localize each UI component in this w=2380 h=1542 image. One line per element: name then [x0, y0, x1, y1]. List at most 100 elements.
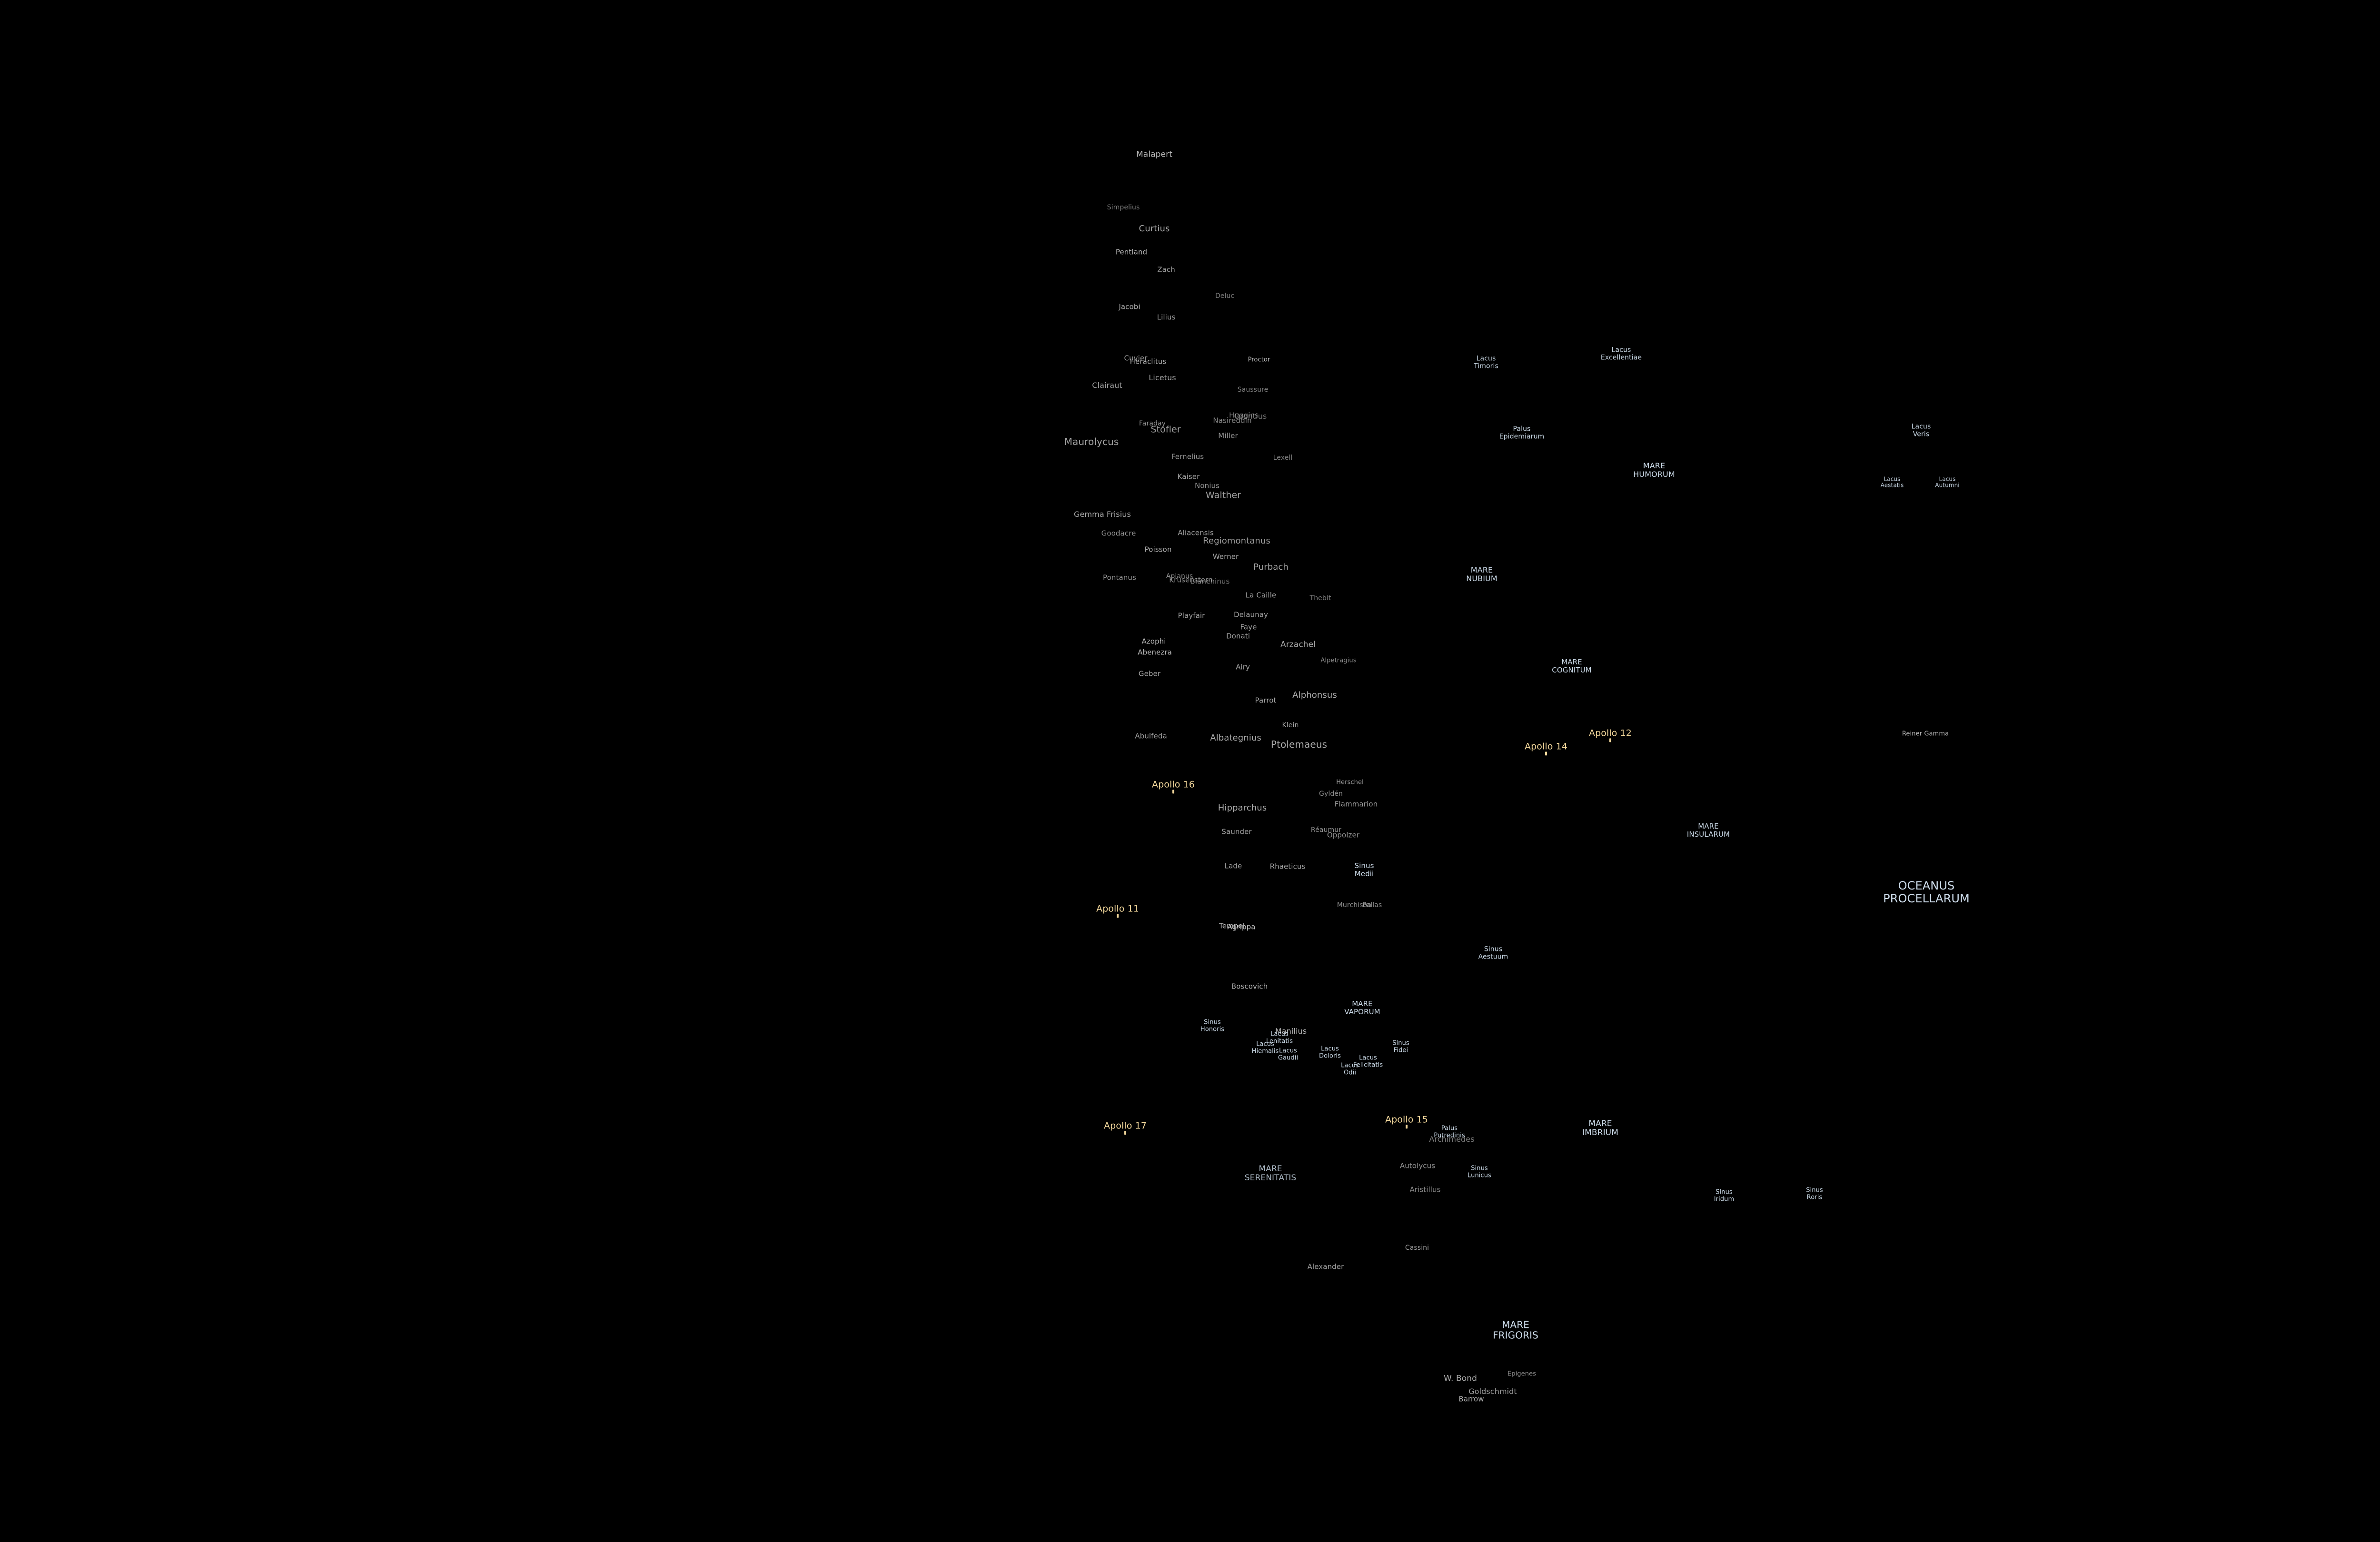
map-label-maurolycus[interactable]: Maurolycus: [1064, 436, 1119, 447]
map-label-lacus-lenitatis[interactable]: Lacus Lenitatis: [1266, 1031, 1293, 1045]
map-label-nasireddin[interactable]: Nasireddin: [1213, 416, 1251, 425]
map-label-albategnius[interactable]: Albategnius: [1210, 733, 1261, 743]
map-label-thebit[interactable]: Thebit: [1310, 594, 1331, 603]
map-label-palus-putredinis[interactable]: Palus Putredinis: [1434, 1125, 1465, 1139]
map-label-lacus-timoris[interactable]: Lacus Timoris: [1474, 355, 1498, 370]
map-label-walther[interactable]: Walther: [1206, 490, 1241, 500]
map-label-apollo-14[interactable]: Apollo 14: [1525, 741, 1567, 756]
map-label-delaunay[interactable]: Delaunay: [1234, 611, 1268, 619]
map-label-alpetragius[interactable]: Alpetragius: [1320, 657, 1356, 665]
map-label-arzachel[interactable]: Arzachel: [1280, 640, 1316, 649]
map-label-geber[interactable]: Geber: [1139, 670, 1160, 678]
map-label-alphonsus[interactable]: Alphonsus: [1292, 690, 1337, 700]
map-label-oceanus-procellarum[interactable]: OCEANUS PROCELLARUM: [1883, 880, 1970, 905]
map-label-lacus-felicitatis[interactable]: Lacus Felicitatis: [1353, 1055, 1383, 1068]
map-label-gemma-frisius[interactable]: Gemma Frisius: [1074, 510, 1131, 519]
map-label-pallas[interactable]: Pallas: [1363, 901, 1382, 909]
map-label-herschel[interactable]: Herschel: [1336, 779, 1364, 787]
map-label-apollo-12[interactable]: Apollo 12: [1589, 728, 1632, 742]
map-label-mare-imbrium[interactable]: MARE IMBRIUM: [1582, 1119, 1618, 1137]
map-label-playfair[interactable]: Playfair: [1178, 612, 1205, 620]
map-label-simpelius[interactable]: Simpelius: [1107, 204, 1140, 212]
map-label-cassini[interactable]: Cassini: [1405, 1244, 1429, 1252]
map-label-lacus-gaudii[interactable]: Lacus Gaudii: [1278, 1048, 1298, 1061]
map-label-clairaut[interactable]: Clairaut: [1092, 381, 1122, 390]
map-label-mare-nubium[interactable]: MARE NUBIUM: [1466, 566, 1497, 583]
map-label-purbach[interactable]: Purbach: [1253, 562, 1289, 572]
map-label-lacus-hiemalis[interactable]: Lacus Hiemalis: [1252, 1041, 1279, 1055]
map-label-abenezra[interactable]: Abenezra: [1138, 648, 1172, 657]
map-label-lacus-aestatis[interactable]: Lacus Aestatis: [1881, 476, 1904, 489]
map-label-sinus-roris[interactable]: Sinus Roris: [1806, 1187, 1823, 1201]
map-label-mare-frigoris[interactable]: MARE FRIGORIS: [1493, 1319, 1538, 1341]
map-label-lilius[interactable]: Lilius: [1157, 313, 1176, 322]
map-label-goodacre[interactable]: Goodacre: [1101, 529, 1136, 538]
map-label-apollo-11[interactable]: Apollo 11: [1096, 904, 1139, 918]
map-label-saussure[interactable]: Saussure: [1238, 386, 1269, 394]
map-label-tempel[interactable]: Tempel: [1219, 922, 1245, 930]
map-label-manilius[interactable]: Manilius: [1275, 1027, 1307, 1036]
map-label-lexell[interactable]: Lexell: [1273, 454, 1293, 462]
map-label-proctor[interactable]: Proctor: [1248, 356, 1270, 364]
map-label-oppolzer[interactable]: Oppolzer: [1327, 831, 1359, 840]
map-label-palus-epidemiarum[interactable]: Palus Epidemiarum: [1499, 425, 1545, 440]
map-label-lacus-veris[interactable]: Lacus Veris: [1912, 423, 1931, 438]
map-label-alexander[interactable]: Alexander: [1308, 1263, 1344, 1271]
map-label-mare-humorum[interactable]: MARE HUMORUM: [1633, 462, 1675, 479]
map-label-deluc[interactable]: Deluc: [1215, 292, 1234, 300]
map-label-orontius[interactable]: Orontius: [1234, 412, 1267, 421]
map-label-jacobi[interactable]: Jacobi: [1119, 303, 1140, 311]
map-label-w-bond[interactable]: W. Bond: [1444, 1374, 1477, 1383]
map-label-sinus-fidei[interactable]: Sinus Fidei: [1392, 1040, 1409, 1054]
map-label-huggins[interactable]: Huggins: [1229, 411, 1259, 420]
map-label-sinus-iridum[interactable]: Sinus Iridum: [1714, 1189, 1735, 1203]
map-label-heraclitus[interactable]: Heraclitus: [1130, 357, 1167, 366]
map-label-malapert[interactable]: Malapert: [1136, 150, 1172, 159]
map-label-lacus-doloris[interactable]: Lacus Doloris: [1319, 1046, 1341, 1059]
map-label-licetus[interactable]: Licetus: [1149, 374, 1176, 382]
map-label-saunder[interactable]: Saunder: [1221, 828, 1251, 836]
map-label-aliacensis[interactable]: Aliacensis: [1178, 529, 1214, 537]
map-label-mare-vaporum[interactable]: MARE VAPORUM: [1344, 1000, 1380, 1016]
map-label-sinus-lunicus[interactable]: Sinus Lunicus: [1468, 1165, 1491, 1179]
map-label-lacus-autumni[interactable]: Lacus Autumni: [1935, 476, 1959, 489]
map-label-pontanus[interactable]: Pontanus: [1103, 573, 1136, 582]
map-label-sinus-medii[interactable]: Sinus Medii: [1354, 862, 1374, 878]
map-label-werner[interactable]: Werner: [1213, 553, 1239, 561]
map-label-reiner-gamma[interactable]: Reiner Gamma: [1902, 731, 1949, 738]
map-label-airy[interactable]: Airy: [1236, 663, 1250, 672]
map-label-stofler[interactable]: Stofler: [1150, 425, 1180, 435]
map-label-gyld-n[interactable]: Gyldén: [1319, 790, 1343, 798]
map-label-cuvier[interactable]: Cuvier: [1124, 354, 1147, 363]
map-label-mare-serenitatis[interactable]: MARE SERENITATIS: [1245, 1164, 1296, 1183]
map-label-pentland[interactable]: Pentland: [1116, 248, 1147, 257]
map-label-ptolemaeus[interactable]: Ptolemaeus: [1271, 739, 1327, 750]
map-label-mare-cognitum[interactable]: MARE COGNITUM: [1552, 658, 1591, 674]
map-label-boscovich[interactable]: Boscovich: [1231, 982, 1268, 991]
map-label-parrot[interactable]: Parrot: [1255, 696, 1277, 705]
map-label-barrow[interactable]: Barrow: [1458, 1395, 1484, 1404]
map-label-apollo-15[interactable]: Apollo 15: [1385, 1115, 1428, 1129]
map-label-sinus-aestuum[interactable]: Sinus Aestuum: [1478, 946, 1508, 960]
map-label-r-aumur[interactable]: Réaumur: [1311, 826, 1341, 834]
map-label-azophi[interactable]: Azophi: [1141, 637, 1166, 646]
map-label-miller[interactable]: Miller: [1218, 432, 1238, 440]
map-label-kaiser[interactable]: Kaiser: [1178, 473, 1200, 481]
map-label-zach[interactable]: Zach: [1157, 266, 1175, 274]
map-label-regiomontanus[interactable]: Regiomontanus: [1203, 536, 1270, 546]
map-label-hipparchus[interactable]: Hipparchus: [1218, 803, 1267, 813]
map-label-autolycus[interactable]: Autolycus: [1400, 1162, 1435, 1170]
map-label-epigenes[interactable]: Epigenes: [1507, 1371, 1536, 1378]
map-label-flammarion[interactable]: Flammarion: [1335, 800, 1378, 809]
map-label-fernelius[interactable]: Fernelius: [1171, 453, 1204, 461]
map-label-donati[interactable]: Donati: [1226, 632, 1250, 641]
map-label-faraday[interactable]: Faraday: [1139, 420, 1166, 428]
map-label-klein[interactable]: Klein: [1282, 722, 1299, 730]
map-label-poisson[interactable]: Poisson: [1145, 545, 1172, 554]
map-label-krusenstern[interactable]: Krusenstern: [1169, 576, 1213, 584]
map-label-faye[interactable]: Faye: [1240, 623, 1257, 632]
map-label-aristillus[interactable]: Aristillus: [1409, 1186, 1440, 1194]
map-label-lacus-odii[interactable]: Lacus Odii: [1341, 1062, 1359, 1076]
map-label-mare-insularum[interactable]: MARE INSULARUM: [1687, 822, 1730, 839]
map-label-apianus[interactable]: Apianus: [1166, 573, 1193, 581]
